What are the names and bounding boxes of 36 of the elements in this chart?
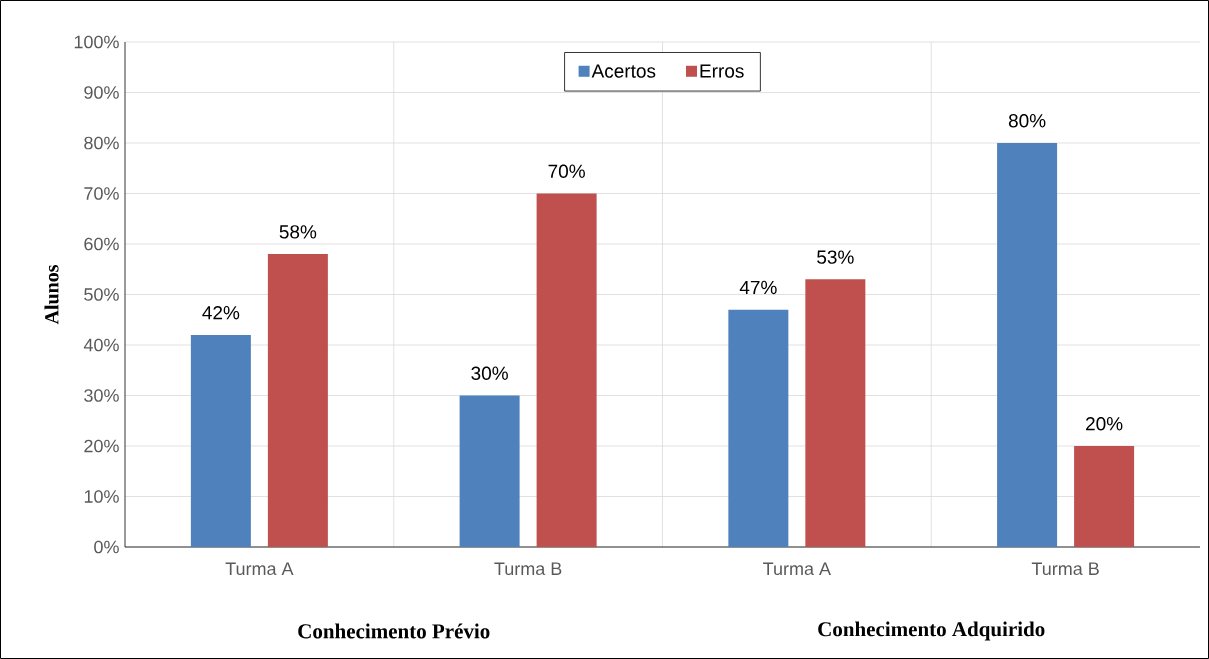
y-tick-label: 90% <box>84 86 119 99</box>
legend-label: Acertos <box>591 64 656 78</box>
bar <box>190 334 251 547</box>
data-label: 80% <box>1008 114 1046 128</box>
bar <box>1074 446 1135 547</box>
x-tick-label: Turma B <box>494 562 562 576</box>
y-tick-label: 60% <box>84 237 119 251</box>
bar <box>728 309 789 547</box>
bar <box>459 395 520 547</box>
bar <box>536 193 597 547</box>
y-tick-label: 70% <box>84 187 119 200</box>
data-label: 30% <box>471 366 508 380</box>
x-tick-label: Turma A <box>763 562 831 576</box>
y-tick-label: 0% <box>94 540 119 554</box>
data-label: 47% <box>739 280 777 295</box>
data-label: 20% <box>1086 417 1123 431</box>
data-label: 58% <box>279 225 317 239</box>
y-tick-label: 100% <box>74 35 119 49</box>
data-label: 53% <box>817 250 854 264</box>
data-label: 70% <box>548 164 585 178</box>
y-tick-label: 50% <box>84 288 119 301</box>
x-tick-label: Turma A <box>225 562 294 576</box>
y-axis-title: Alunos <box>44 264 59 325</box>
y-tick-label: 80% <box>84 136 119 150</box>
bar <box>267 254 328 547</box>
legend-label: Erros <box>700 64 744 78</box>
text: Conhecimento Adquirido <box>818 621 1045 641</box>
data-label: 42% <box>202 306 240 320</box>
y-tick-label: 20% <box>84 439 119 453</box>
bar <box>997 143 1058 547</box>
x-tick-label: Turma B <box>1031 562 1099 576</box>
y-tick-label: 30% <box>84 389 119 402</box>
y-tick-label: 10% <box>84 490 119 503</box>
y-tick-label: 40% <box>83 338 119 352</box>
bar <box>805 279 866 547</box>
text: Conhecimento Prévio <box>298 623 490 639</box>
